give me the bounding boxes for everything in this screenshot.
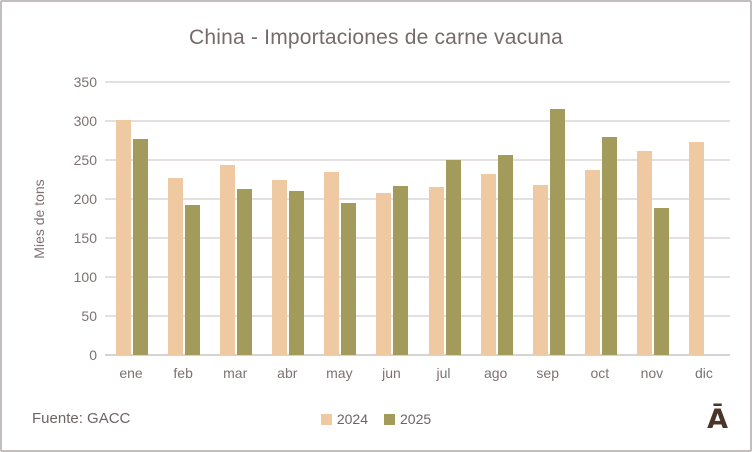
bar-2025-sep xyxy=(549,109,565,355)
gridline-300 xyxy=(105,120,730,122)
bar-2024-may xyxy=(324,172,340,355)
bar-2025-ago xyxy=(497,155,513,355)
y-tick-label-200: 200 xyxy=(73,191,97,207)
legend-item-2024: 2024 xyxy=(320,411,368,427)
bar-2024-dic xyxy=(688,142,704,355)
x-tick-label-jul: jul xyxy=(436,365,451,381)
gridline-50 xyxy=(105,315,730,318)
legend-swatch-2025 xyxy=(384,413,395,425)
legend-label-2025: 2025 xyxy=(400,411,432,427)
x-tick-label-jun: jun xyxy=(382,365,401,381)
x-tick-label-nov: nov xyxy=(640,365,664,381)
legend-label-2024: 2024 xyxy=(336,411,368,427)
gridline-100 xyxy=(105,276,730,279)
x-tick-label-ene: ene xyxy=(119,365,143,381)
x-tick-label-mar: mar xyxy=(223,365,248,381)
bar-2024-nov xyxy=(636,151,652,355)
legend-swatch-2024 xyxy=(320,413,332,425)
bar-2025-jun xyxy=(393,185,409,355)
bar-2025-may xyxy=(341,202,357,355)
bar-2024-jun xyxy=(376,192,392,355)
legend: 2024 2025 xyxy=(2,411,750,427)
bar-2025-nov xyxy=(653,208,669,355)
gridline-350 xyxy=(105,81,730,83)
x-tick-label-sep: sep xyxy=(536,365,559,381)
plot-area xyxy=(105,81,730,356)
gridline-150 xyxy=(105,237,730,239)
bar-2025-jul xyxy=(445,160,461,355)
bar-2024-ago xyxy=(480,174,496,355)
bar-2025-mar xyxy=(237,188,253,355)
gridline-0 xyxy=(105,354,730,356)
x-tick-label-feb: feb xyxy=(173,365,193,381)
x-tick-label-abr: abr xyxy=(277,365,298,381)
y-tick-label-250: 250 xyxy=(73,151,97,168)
gridline-200 xyxy=(105,198,730,201)
legend-item-2025: 2025 xyxy=(384,411,431,427)
bar-2025-ene xyxy=(133,138,149,355)
y-tick-label-350: 350 xyxy=(73,74,97,90)
y-axis-tick-labels: 0 50 100 150 200 250 300 350 xyxy=(2,74,97,363)
brand-logo: Ā xyxy=(707,404,728,435)
x-axis-tick-labels: ene feb mar abr may jun jul ago sep oct nov dic xyxy=(105,365,730,385)
x-tick-label-ago: ago xyxy=(483,365,508,381)
y-tick-label-150: 150 xyxy=(73,229,97,246)
source-text: Fuente: GACC xyxy=(32,410,131,427)
bar-2024-jul xyxy=(428,187,444,355)
chart-title: China - Importaciones de carne vacuna xyxy=(189,26,563,49)
x-tick-label-may: may xyxy=(326,365,353,381)
y-tick-label-50: 50 xyxy=(81,308,97,324)
gridline-250 xyxy=(105,159,730,161)
y-tick-label-300: 300 xyxy=(73,112,97,129)
bar-2024-sep xyxy=(532,184,548,355)
bar-2025-feb xyxy=(185,205,201,355)
bar-2024-ene xyxy=(116,120,132,355)
bar-2024-oct xyxy=(584,170,600,355)
x-tick-label-oct: oct xyxy=(590,365,610,381)
bar-2024-mar xyxy=(220,165,236,355)
y-tick-label-100: 100 xyxy=(73,269,97,285)
y-tick-label-0: 0 xyxy=(89,347,97,363)
bar-2025-abr xyxy=(289,191,305,355)
bar-2024-abr xyxy=(272,180,288,355)
x-tick-label-dic: dic xyxy=(695,365,713,381)
bar-2024-feb xyxy=(168,177,184,355)
bar-2025-oct xyxy=(601,136,617,355)
